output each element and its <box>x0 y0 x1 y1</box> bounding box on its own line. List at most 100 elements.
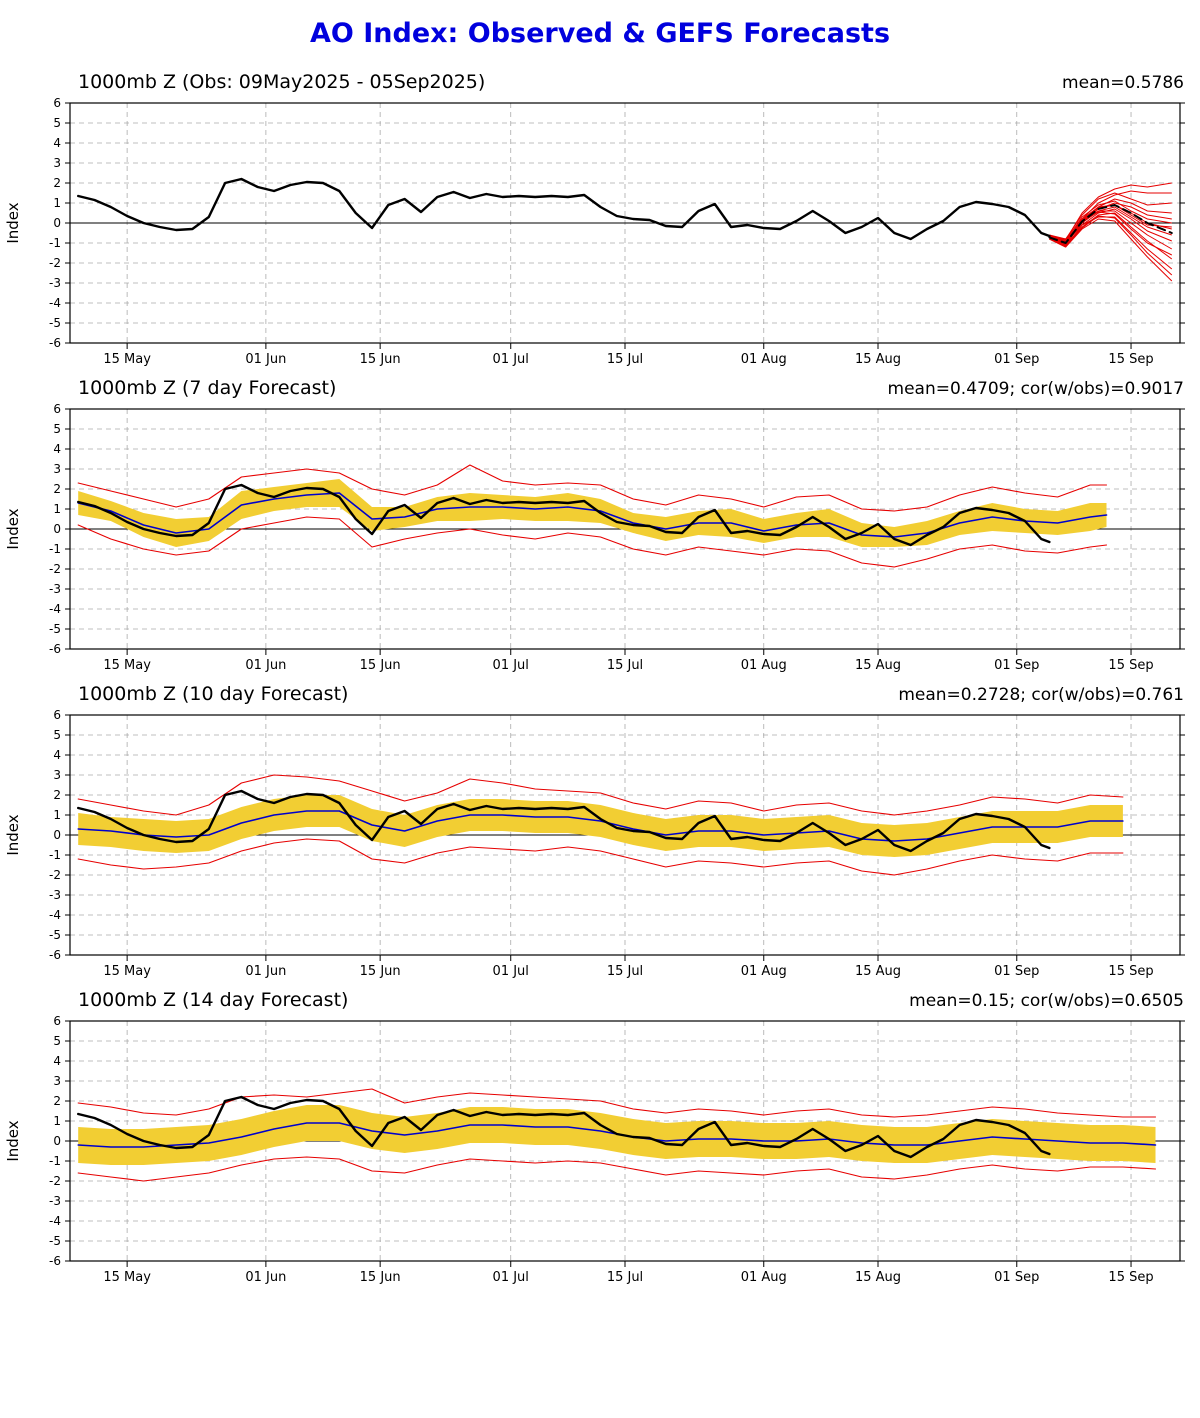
svg-text:01 Sep: 01 Sep <box>994 1270 1039 1285</box>
panel-7day-plot: -6 -5 -4 -3 -2 -1 0 1 2 3 4 5 6 15 May 01 Jun 15 Jun 01 … <box>4 402 1185 673</box>
svg-text:1: 1 <box>53 1114 61 1128</box>
svg-text:2: 2 <box>53 482 61 496</box>
svg-text:Index: Index <box>4 508 22 549</box>
svg-text:-5: -5 <box>49 316 61 330</box>
svg-text:01 Sep: 01 Sep <box>994 352 1039 367</box>
svg-text:-1: -1 <box>49 542 61 556</box>
svg-text:5: 5 <box>53 728 61 742</box>
svg-text:01 Jul: 01 Jul <box>493 352 529 367</box>
svg-text:-2: -2 <box>49 562 61 576</box>
svg-text:15 Aug: 15 Aug <box>855 1270 901 1285</box>
svg-text:Index: Index <box>4 814 22 855</box>
svg-text:2: 2 <box>53 176 61 190</box>
svg-text:15 Aug: 15 Aug <box>855 352 901 367</box>
panel-10day-plot: -6 -5 -4 -3 -2 -1 0 1 2 3 4 5 6 15 May 01 Jun 15 Jun 01 … <box>4 708 1185 979</box>
svg-text:15 May: 15 May <box>103 1270 151 1285</box>
svg-text:6: 6 <box>53 96 61 110</box>
svg-text:Index: Index <box>4 202 22 243</box>
svg-text:-3: -3 <box>49 888 61 902</box>
svg-text:5: 5 <box>53 422 61 436</box>
svg-text:4: 4 <box>53 136 61 150</box>
svg-text:-2: -2 <box>49 868 61 882</box>
svg-text:-5: -5 <box>49 622 61 636</box>
panel-7day-title: 1000mb Z (7 day Forecast) <box>78 377 337 399</box>
svg-text:5: 5 <box>53 1034 61 1048</box>
svg-text:01 Sep: 01 Sep <box>994 964 1039 979</box>
svg-text:01 Jul: 01 Jul <box>493 658 529 673</box>
svg-text:15 Sep: 15 Sep <box>1108 1270 1153 1285</box>
svg-text:15 Aug: 15 Aug <box>855 658 901 673</box>
panel-observed: 1000mb Z (Obs: 09May2025 - 05Sep2025) me… <box>0 71 1200 367</box>
panel-10day-title: 1000mb Z (10 day Forecast) <box>78 683 349 705</box>
panel-14day-stats: mean=0.15; cor(w/obs)=0.6505 <box>909 991 1184 1011</box>
svg-text:-2: -2 <box>49 1174 61 1188</box>
svg-text:6: 6 <box>53 1014 61 1028</box>
svg-text:01 Jun: 01 Jun <box>245 658 286 673</box>
panel-14day: 1000mb Z (14 day Forecast) mean=0.15; co… <box>0 989 1200 1285</box>
svg-text:15 Jun: 15 Jun <box>360 964 401 979</box>
svg-text:5: 5 <box>53 116 61 130</box>
svg-text:2: 2 <box>53 788 61 802</box>
panel-7day-header: 1000mb Z (7 day Forecast) mean=0.4709; c… <box>0 377 1200 401</box>
svg-text:15 Jun: 15 Jun <box>360 352 401 367</box>
svg-text:Index: Index <box>4 1120 22 1161</box>
panel-14day-header: 1000mb Z (14 day Forecast) mean=0.15; co… <box>0 989 1200 1013</box>
svg-text:6: 6 <box>53 708 61 722</box>
panel-observed-plot: -6 -5 -4 -3 -2 -1 0 1 2 3 4 5 6 15 May 01 Jun 15 Jun 01 … <box>4 96 1185 367</box>
panel-7day-stats: mean=0.4709; cor(w/obs)=0.9017 <box>887 379 1184 399</box>
svg-text:01 Jun: 01 Jun <box>245 964 286 979</box>
panel-14day-title: 1000mb Z (14 day Forecast) <box>78 989 349 1011</box>
svg-text:-1: -1 <box>49 236 61 250</box>
svg-text:2: 2 <box>53 1094 61 1108</box>
svg-text:3: 3 <box>53 156 61 170</box>
panel-observed-stats: mean=0.5786 <box>1062 73 1184 93</box>
svg-text:-5: -5 <box>49 928 61 942</box>
svg-text:-3: -3 <box>49 276 61 290</box>
svg-text:01 Jul: 01 Jul <box>493 1270 529 1285</box>
svg-text:15 Jul: 15 Jul <box>607 1270 643 1285</box>
svg-text:1: 1 <box>53 808 61 822</box>
svg-text:01 Jun: 01 Jun <box>245 352 286 367</box>
svg-text:15 Jul: 15 Jul <box>607 658 643 673</box>
svg-text:0: 0 <box>53 828 61 842</box>
svg-text:15 May: 15 May <box>103 964 151 979</box>
svg-text:-3: -3 <box>49 1194 61 1208</box>
svg-text:-5: -5 <box>49 1234 61 1248</box>
svg-text:6: 6 <box>53 402 61 416</box>
panel-observed-header: 1000mb Z (Obs: 09May2025 - 05Sep2025) me… <box>0 71 1200 95</box>
svg-text:-6: -6 <box>49 336 61 350</box>
svg-text:-6: -6 <box>49 948 61 962</box>
svg-text:15 May: 15 May <box>103 352 151 367</box>
svg-text:-4: -4 <box>49 908 61 922</box>
svg-text:4: 4 <box>53 442 61 456</box>
panel-observed-title: 1000mb Z (Obs: 09May2025 - 05Sep2025) <box>78 71 486 93</box>
svg-text:-4: -4 <box>49 602 61 616</box>
svg-text:15 Aug: 15 Aug <box>855 964 901 979</box>
svg-text:-3: -3 <box>49 582 61 596</box>
svg-text:0: 0 <box>53 522 61 536</box>
svg-text:01 Aug: 01 Aug <box>741 964 787 979</box>
svg-text:0: 0 <box>53 1134 61 1148</box>
svg-text:01 Aug: 01 Aug <box>741 1270 787 1285</box>
svg-text:01 Sep: 01 Sep <box>994 658 1039 673</box>
panel-14day-plot: -6 -5 -4 -3 -2 -1 0 1 2 3 4 5 6 15 May 01 Jun 15 Jun 01 … <box>4 1014 1185 1285</box>
svg-text:-6: -6 <box>49 1254 61 1268</box>
panel-7day: 1000mb Z (7 day Forecast) mean=0.4709; c… <box>0 377 1200 673</box>
svg-text:01 Aug: 01 Aug <box>741 352 787 367</box>
svg-text:-4: -4 <box>49 296 61 310</box>
svg-text:-1: -1 <box>49 1154 61 1168</box>
svg-text:-2: -2 <box>49 256 61 270</box>
svg-text:15 May: 15 May <box>103 658 151 673</box>
panel-10day-header: 1000mb Z (10 day Forecast) mean=0.2728; … <box>0 683 1200 707</box>
page-title: AO Index: Observed & GEFS Forecasts <box>309 18 891 49</box>
svg-text:-6: -6 <box>49 642 61 656</box>
svg-text:15 Sep: 15 Sep <box>1108 658 1153 673</box>
svg-text:4: 4 <box>53 748 61 762</box>
svg-text:1: 1 <box>53 502 61 516</box>
svg-text:15 Jun: 15 Jun <box>360 658 401 673</box>
svg-text:-4: -4 <box>49 1214 61 1228</box>
svg-text:01 Jun: 01 Jun <box>245 1270 286 1285</box>
svg-text:15 Sep: 15 Sep <box>1108 352 1153 367</box>
svg-text:01 Aug: 01 Aug <box>741 658 787 673</box>
svg-text:3: 3 <box>53 462 61 476</box>
